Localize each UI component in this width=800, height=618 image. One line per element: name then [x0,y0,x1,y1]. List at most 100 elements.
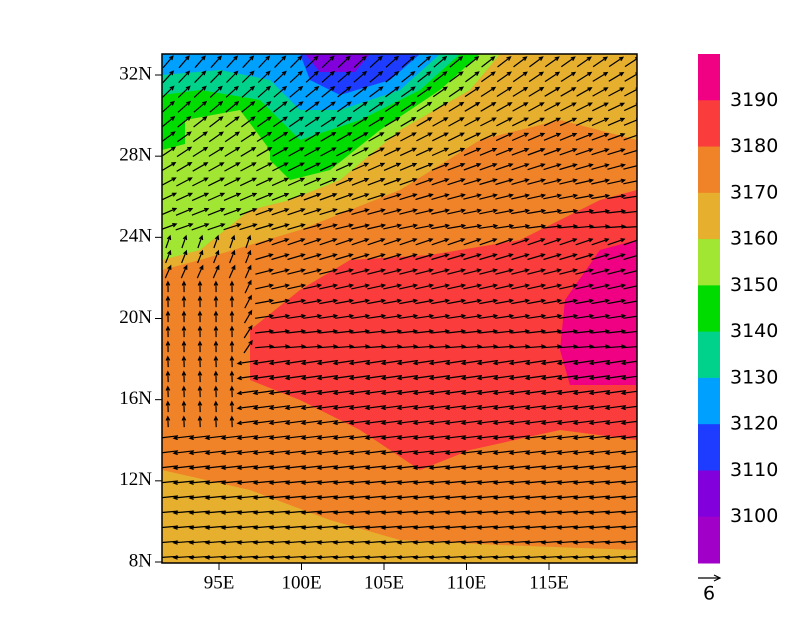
wind-arrow [188,435,211,441]
wind-arrow [209,116,224,128]
wind-arrow [592,56,609,68]
wind-arrow [172,495,195,500]
wind-arrow [576,56,592,68]
wind-arrow [204,435,227,441]
wind-arrow [524,480,547,485]
y-tick-label: 20N [119,307,152,328]
wind-arrow [416,117,433,127]
wind-arrow [255,192,274,201]
wind-arrow [591,163,610,170]
wind-arrow [623,298,637,305]
wind-arrow [412,390,435,396]
x-tick-label: 115E [529,572,568,593]
wind-arrow [165,249,172,264]
wind-arrow [399,313,419,319]
wind-arrow [415,298,435,305]
wind-arrow [181,400,187,413]
wind-arrow [428,480,451,485]
wind-arrow [526,344,547,349]
wind-arrow [364,390,387,396]
wind-arrow [353,86,368,98]
wind-arrow [591,148,610,156]
wind-arrow [524,359,547,366]
wind-arrow [380,405,403,411]
wind-arrow [236,375,259,381]
wind-arrow [284,405,307,411]
wind-arrow [480,101,497,112]
wind-arrow [351,253,370,261]
wind-arrow [348,495,371,500]
wind-arrow [492,450,515,456]
wind-arrow [288,162,305,172]
colorbar-swatch [698,239,720,286]
wind-arrow [591,253,610,261]
wind-arrow [284,375,307,381]
wind-arrow [495,253,514,261]
wind-arrow [540,420,563,426]
wind-arrow [162,465,179,469]
wind-arrow [607,133,626,141]
wind-arrow [540,450,563,456]
wind-arrow [543,298,563,305]
wind-arrow [300,390,323,396]
wind-arrow [396,495,419,500]
wind-arrow [431,268,450,275]
wind-arrow [197,249,204,264]
wind-arrow [335,223,354,230]
wind-arrow [193,85,207,98]
wind-arrow [511,178,530,185]
wind-arrow [399,268,418,275]
wind-arrow [172,450,195,456]
wind-arrow [236,540,259,545]
wind-arrow [287,253,306,261]
wind-arrow [332,510,355,515]
wind-arrow [447,193,466,200]
wind-arrow [204,510,227,515]
wind-arrow [495,132,514,142]
wind-arrow [284,465,307,470]
wind-arrow [367,162,386,172]
wind-arrow [528,102,545,112]
wind-arrow [511,224,531,229]
wind-arrow [348,405,371,411]
wind-arrow [178,55,190,69]
wind-arrow [332,390,355,396]
wind-arrow [172,510,195,515]
wind-arrow [607,193,627,200]
wind-arrow [258,55,271,69]
wind-arrow [460,480,483,485]
wind-arrow [224,162,241,172]
wind-arrow [447,283,467,290]
wind-arrow [559,238,578,246]
wind-arrow [559,224,579,229]
wind-arrow [320,132,337,142]
wind-arrow [240,131,257,143]
wind-arrow [239,177,258,187]
wind-arrow [336,101,352,113]
wind-arrow [255,298,275,305]
wind-arrow [351,268,370,275]
wind-arrow [511,163,530,171]
wind-arrow [572,540,595,545]
wind-arrow [607,298,627,305]
wind-arrow [396,450,419,456]
wind-arrow [270,344,291,349]
wind-arrow [511,313,531,319]
wind-arrow [300,495,323,500]
wind-arrow [464,117,481,127]
wind-arrow [479,163,498,171]
wind-arrow [252,495,275,500]
wind-arrow [604,480,627,485]
wind-arrow [162,480,179,484]
wind-arrow [412,359,435,366]
wind-arrow [351,223,371,230]
y-tick-label: 12N [119,469,152,490]
wind-arrow [367,283,387,290]
wind-arrow [556,405,579,411]
colorbar-label: 3120 [730,413,778,435]
colorbar-swatch [698,331,720,379]
colorbar-label: 3160 [730,228,778,250]
wind-arrow [229,234,236,249]
wind-arrow [257,85,272,98]
wind-arrow [592,71,609,82]
